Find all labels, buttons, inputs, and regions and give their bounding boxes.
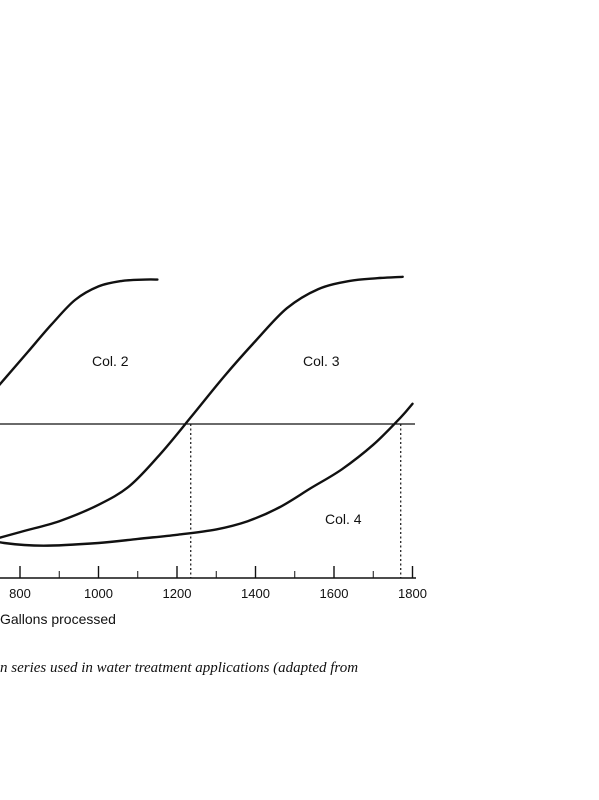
x-axis: 800 1000 1200 1400 1600 1800 <box>0 566 427 601</box>
series-line-col4 <box>0 402 414 547</box>
x-tick-label-1400: 1400 <box>241 586 270 601</box>
series-line-col2 <box>0 278 159 386</box>
series-label-col2: Col. 2 <box>92 353 129 369</box>
series-label-col4: Col. 4 <box>325 511 362 527</box>
x-axis-title: Gallons processed <box>0 611 116 627</box>
x-tick-label-1800: 1800 <box>398 586 427 601</box>
x-tick-label-1200: 1200 <box>163 586 192 601</box>
figure-caption: n series used in water treatment applica… <box>0 660 359 676</box>
x-tick-label-1000: 1000 <box>84 586 113 601</box>
series-label-col3: Col. 3 <box>303 353 340 369</box>
x-tick-label-800: 800 <box>9 586 31 601</box>
series-layer <box>0 275 415 578</box>
x-tick-label-1600: 1600 <box>320 586 349 601</box>
series-line-col3 <box>0 275 404 539</box>
